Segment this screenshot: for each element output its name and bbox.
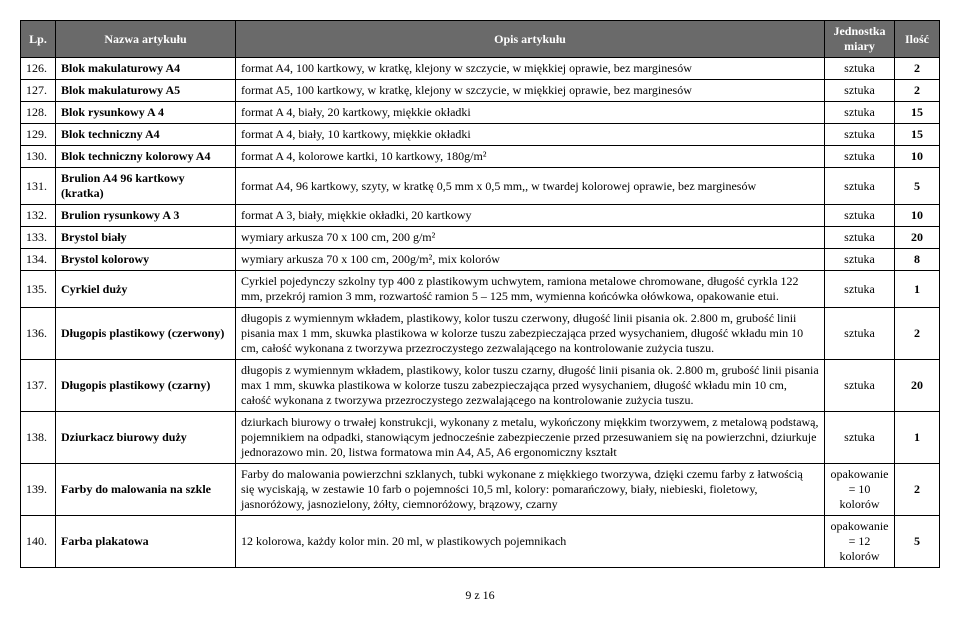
cell-lp: 133. <box>21 227 56 249</box>
cell-desc: format A5, 100 kartkowy, w kratkę, klejo… <box>236 80 825 102</box>
cell-lp: 131. <box>21 168 56 205</box>
table-header: Lp. Nazwa artykułu Opis artykułu Jednost… <box>21 21 940 58</box>
cell-name: Brystol kolorowy <box>56 249 236 271</box>
header-desc: Opis artykułu <box>236 21 825 58</box>
cell-qty: 15 <box>895 124 940 146</box>
cell-desc: wymiary arkusza 70 x 100 cm, 200g/m², mi… <box>236 249 825 271</box>
cell-unit: sztuka <box>825 102 895 124</box>
cell-unit: sztuka <box>825 360 895 412</box>
cell-desc: format A4, 96 kartkowy, szyty, w kratkę … <box>236 168 825 205</box>
table-row: 136.Długopis plastikowy (czerwony)długop… <box>21 308 940 360</box>
table-row: 139.Farby do malowania na szkleFarby do … <box>21 464 940 516</box>
cell-unit: sztuka <box>825 80 895 102</box>
cell-name: Brystol biały <box>56 227 236 249</box>
cell-name: Brulion rysunkowy A 3 <box>56 205 236 227</box>
cell-unit: sztuka <box>825 271 895 308</box>
cell-name: Blok rysunkowy A 4 <box>56 102 236 124</box>
cell-qty: 2 <box>895 308 940 360</box>
header-lp: Lp. <box>21 21 56 58</box>
cell-qty: 15 <box>895 102 940 124</box>
cell-name: Dziurkacz biurowy duży <box>56 412 236 464</box>
cell-lp: 140. <box>21 516 56 568</box>
cell-qty: 5 <box>895 516 940 568</box>
header-unit: Jednostka miary <box>825 21 895 58</box>
cell-unit: sztuka <box>825 146 895 168</box>
cell-name: Brulion A4 96 kartkowy (kratka) <box>56 168 236 205</box>
cell-unit: sztuka <box>825 227 895 249</box>
cell-unit: sztuka <box>825 124 895 146</box>
cell-name: Długopis plastikowy (czerwony) <box>56 308 236 360</box>
cell-qty: 1 <box>895 271 940 308</box>
cell-lp: 130. <box>21 146 56 168</box>
cell-desc: dziurkach biurowy o trwałej konstrukcji,… <box>236 412 825 464</box>
page-number: 9 z 16 <box>20 588 940 603</box>
cell-unit: sztuka <box>825 58 895 80</box>
cell-desc: format A 4, kolorowe kartki, 10 kartkowy… <box>236 146 825 168</box>
cell-desc: wymiary arkusza 70 x 100 cm, 200 g/m² <box>236 227 825 249</box>
cell-qty: 2 <box>895 464 940 516</box>
cell-desc: Cyrkiel pojedynczy szkolny typ 400 z pla… <box>236 271 825 308</box>
header-qty: Ilość <box>895 21 940 58</box>
cell-lp: 138. <box>21 412 56 464</box>
table-row: 138.Dziurkacz biurowy dużydziurkach biur… <box>21 412 940 464</box>
cell-unit: sztuka <box>825 249 895 271</box>
cell-lp: 129. <box>21 124 56 146</box>
cell-lp: 132. <box>21 205 56 227</box>
cell-qty: 8 <box>895 249 940 271</box>
table-row: 131.Brulion A4 96 kartkowy (kratka)forma… <box>21 168 940 205</box>
cell-lp: 139. <box>21 464 56 516</box>
cell-unit: sztuka <box>825 205 895 227</box>
cell-desc: długopis z wymiennym wkładem, plastikowy… <box>236 360 825 412</box>
table-row: 130.Blok techniczny kolorowy A4format A … <box>21 146 940 168</box>
cell-desc: format A 4, biały, 10 kartkowy, miękkie … <box>236 124 825 146</box>
cell-qty: 10 <box>895 146 940 168</box>
cell-unit: sztuka <box>825 308 895 360</box>
table-row: 128.Blok rysunkowy A 4format A 4, biały,… <box>21 102 940 124</box>
cell-lp: 135. <box>21 271 56 308</box>
cell-qty: 2 <box>895 58 940 80</box>
cell-qty: 5 <box>895 168 940 205</box>
cell-qty: 2 <box>895 80 940 102</box>
cell-qty: 20 <box>895 360 940 412</box>
cell-unit: opakowanie = 12 kolorów <box>825 516 895 568</box>
table-row: 132.Brulion rysunkowy A 3format A 3, bia… <box>21 205 940 227</box>
table-row: 129.Blok techniczny A4format A 4, biały,… <box>21 124 940 146</box>
cell-lp: 136. <box>21 308 56 360</box>
cell-lp: 137. <box>21 360 56 412</box>
cell-lp: 128. <box>21 102 56 124</box>
table-row: 127.Blok makulaturowy A5format A5, 100 k… <box>21 80 940 102</box>
cell-desc: format A4, 100 kartkowy, w kratkę, klejo… <box>236 58 825 80</box>
cell-lp: 134. <box>21 249 56 271</box>
cell-name: Blok makulaturowy A4 <box>56 58 236 80</box>
table-row: 133.Brystol białywymiary arkusza 70 x 10… <box>21 227 940 249</box>
table-row: 140.Farba plakatowa12 kolorowa, każdy ko… <box>21 516 940 568</box>
cell-desc: Farby do malowania powierzchni szklanych… <box>236 464 825 516</box>
cell-name: Blok techniczny A4 <box>56 124 236 146</box>
product-table: Lp. Nazwa artykułu Opis artykułu Jednost… <box>20 20 940 568</box>
cell-desc: format A 4, biały, 20 kartkowy, miękkie … <box>236 102 825 124</box>
cell-name: Blok makulaturowy A5 <box>56 80 236 102</box>
cell-unit: sztuka <box>825 412 895 464</box>
table-row: 134.Brystol kolorowywymiary arkusza 70 x… <box>21 249 940 271</box>
cell-qty: 10 <box>895 205 940 227</box>
cell-desc: format A 3, biały, miękkie okładki, 20 k… <box>236 205 825 227</box>
cell-name: Farba plakatowa <box>56 516 236 568</box>
table-row: 135.Cyrkiel dużyCyrkiel pojedynczy szkol… <box>21 271 940 308</box>
table-row: 137.Długopis plastikowy (czarny)długopis… <box>21 360 940 412</box>
cell-desc: długopis z wymiennym wkładem, plastikowy… <box>236 308 825 360</box>
cell-qty: 20 <box>895 227 940 249</box>
cell-name: Długopis plastikowy (czarny) <box>56 360 236 412</box>
cell-name: Cyrkiel duży <box>56 271 236 308</box>
header-name: Nazwa artykułu <box>56 21 236 58</box>
cell-name: Farby do malowania na szkle <box>56 464 236 516</box>
cell-unit: opakowanie = 10 kolorów <box>825 464 895 516</box>
cell-unit: sztuka <box>825 168 895 205</box>
cell-lp: 127. <box>21 80 56 102</box>
table-body: 126.Blok makulaturowy A4format A4, 100 k… <box>21 58 940 568</box>
table-row: 126.Blok makulaturowy A4format A4, 100 k… <box>21 58 940 80</box>
cell-desc: 12 kolorowa, każdy kolor min. 20 ml, w p… <box>236 516 825 568</box>
cell-name: Blok techniczny kolorowy A4 <box>56 146 236 168</box>
cell-lp: 126. <box>21 58 56 80</box>
cell-qty: 1 <box>895 412 940 464</box>
